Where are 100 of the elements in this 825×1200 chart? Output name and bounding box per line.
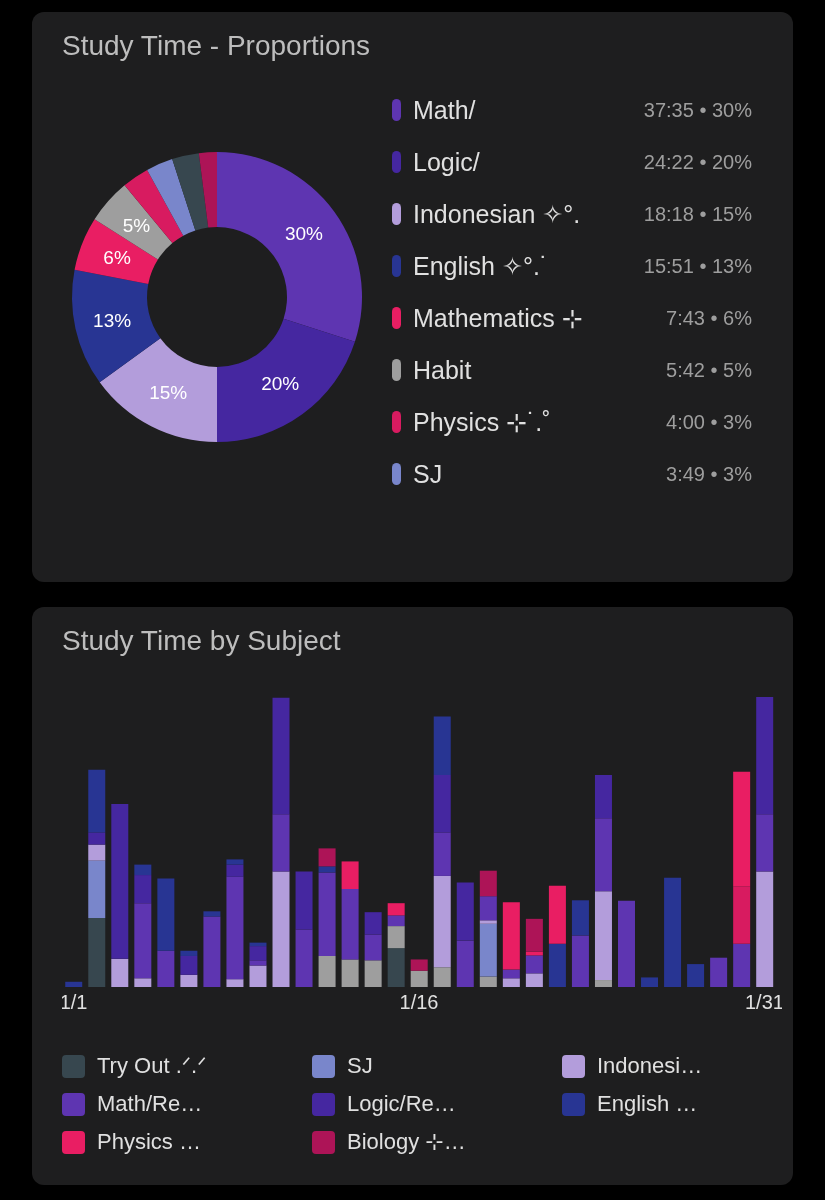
- bar: [180, 950, 198, 956]
- data-label: 5%: [122, 215, 151, 237]
- bar: [594, 980, 612, 987]
- bar: [364, 960, 382, 987]
- bar: [272, 871, 290, 987]
- bar: [134, 875, 152, 904]
- bar: [594, 891, 612, 981]
- bar: [111, 958, 129, 987]
- bar: [226, 876, 244, 980]
- bar: [249, 965, 267, 987]
- bar: [272, 697, 290, 815]
- bar: [387, 903, 405, 916]
- bar: [318, 866, 336, 873]
- bar: [318, 955, 336, 987]
- bar: [525, 955, 543, 974]
- legend-label: Indonesian ✧°.: [413, 199, 582, 229]
- bar: [571, 935, 589, 987]
- legend-label: Indonesi…: [597, 1053, 703, 1079]
- chart-title: Study Time by Subject: [62, 625, 342, 657]
- legend-label: Mathematics ⊹: [413, 303, 584, 333]
- bar: [134, 903, 152, 979]
- bar: [410, 959, 428, 971]
- bar: [318, 872, 336, 956]
- bar: [364, 912, 382, 935]
- donut-slice: [74, 219, 158, 284]
- bar: [295, 871, 313, 930]
- bar: [226, 859, 244, 865]
- bar: [456, 882, 474, 941]
- bar: [341, 888, 359, 960]
- bar: [756, 697, 774, 815]
- bar: [594, 818, 612, 892]
- bar: [295, 929, 313, 987]
- bar: [387, 948, 405, 987]
- bar: [134, 978, 152, 987]
- bar: [502, 902, 520, 970]
- legend-label: Physics ⊹˙.˚: [413, 407, 552, 437]
- x-tick-label: 1/16: [399, 991, 439, 1014]
- bar: [203, 911, 221, 917]
- text: 3:49 • 3%: [666, 462, 752, 486]
- data-label: 6%: [103, 246, 131, 268]
- text: 37:35 • 30%: [643, 98, 752, 122]
- bar: [88, 860, 106, 918]
- text: 24:22 • 20%: [643, 150, 752, 174]
- bar: [180, 955, 198, 975]
- bar: [479, 976, 497, 987]
- chart-title: Study Time - Proportions: [62, 30, 372, 62]
- bar: [756, 871, 774, 987]
- donut-slice: [99, 338, 217, 442]
- bar: [65, 981, 83, 987]
- legend-label: Try Out .ᐟ.ᐟ: [97, 1053, 207, 1079]
- donut-slice: [198, 152, 217, 228]
- bar: [226, 864, 244, 877]
- bar: [618, 900, 635, 987]
- bar: [433, 775, 451, 833]
- bar: [525, 973, 543, 987]
- legend-label: Biology ⊹…: [347, 1129, 466, 1155]
- bar: [548, 885, 566, 944]
- bar: [226, 979, 244, 987]
- donut-slice: [72, 269, 161, 383]
- bar: [387, 915, 405, 927]
- bar: [318, 848, 336, 867]
- bar: [341, 959, 359, 987]
- bar: [111, 804, 129, 959]
- bar: [479, 920, 497, 924]
- bar: [249, 946, 267, 961]
- bar: [571, 900, 589, 936]
- legend-label: Math/: [413, 95, 477, 125]
- data-label: 20%: [261, 373, 300, 395]
- bar: [433, 967, 451, 987]
- bar: [733, 886, 751, 944]
- bar: [710, 957, 728, 987]
- bar: [157, 878, 175, 951]
- bar: [733, 771, 751, 887]
- bar: [410, 970, 428, 987]
- bar: [502, 978, 520, 987]
- bar: [134, 864, 152, 876]
- text: 4:00 • 3%: [666, 410, 752, 434]
- bar: [364, 934, 382, 961]
- bar: [479, 870, 497, 897]
- bar: [88, 844, 106, 861]
- bar: [756, 814, 774, 872]
- bar: [433, 832, 451, 876]
- donut-slice: [124, 169, 184, 244]
- bar: [341, 861, 359, 889]
- bar: [203, 916, 221, 987]
- bar: [548, 943, 566, 987]
- text: 5:42 • 5%: [666, 358, 752, 382]
- bar: [180, 974, 198, 987]
- bar: [88, 769, 106, 833]
- bar: [249, 960, 267, 966]
- bar: [525, 918, 543, 952]
- bar: [502, 969, 520, 979]
- legend-label: SJ: [413, 459, 444, 489]
- bar: [687, 964, 705, 987]
- data-label: 13%: [93, 309, 132, 331]
- bar: [433, 716, 451, 776]
- legend-label: SJ: [347, 1053, 373, 1079]
- legend-label: English …: [597, 1091, 698, 1117]
- legend-label: Math/Re…: [97, 1091, 203, 1117]
- legend-label: Habit: [413, 355, 473, 385]
